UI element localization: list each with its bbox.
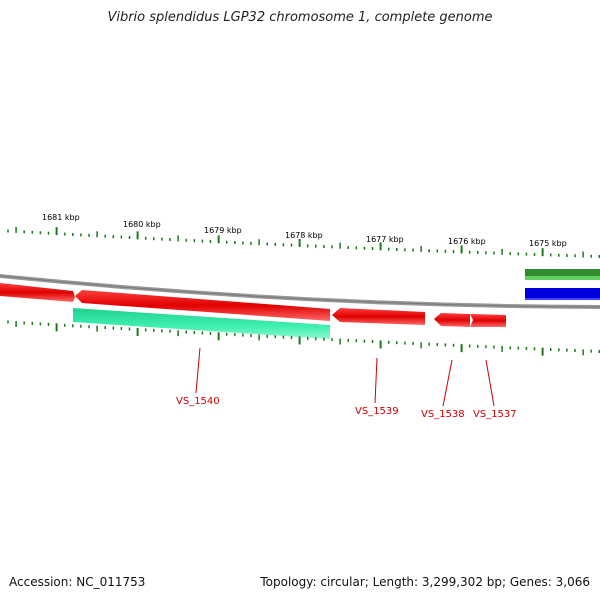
gene-feature-vs1540-region <box>75 290 330 321</box>
scale-label-1678: 1678 kbp <box>285 231 323 240</box>
gc-content-track <box>525 269 600 300</box>
lower-ruler <box>7 320 600 356</box>
scale-label-1677: 1677 kbp <box>366 235 404 244</box>
scale-labels: 1681 kbp 1680 kbp 1679 kbp 1678 kbp 1677… <box>42 213 567 248</box>
scale-label-1681: 1681 kbp <box>42 213 80 222</box>
gene-labels: VS_1540 VS_1539 VS_1538 VS_1537 <box>176 396 517 420</box>
gene-label-vs1539: VS_1539 <box>355 406 399 417</box>
gene-feature-vs1538 <box>434 313 470 327</box>
forward-strand-genes <box>0 283 506 327</box>
gene-feature-vs1537 <box>470 314 506 327</box>
map-title: Vibrio splendidus LGP32 chromosome 1, co… <box>107 10 493 25</box>
scale-label-1675: 1675 kbp <box>529 239 567 248</box>
gene-feature-left-edge <box>0 283 75 302</box>
reverse-strand-genes <box>73 308 330 339</box>
genome-summary-text: Topology: circular; Length: 3,299,302 bp… <box>260 575 590 589</box>
gene-feature-reverse <box>73 308 330 339</box>
gene-label-vs1537: VS_1537 <box>473 409 517 420</box>
upper-ruler <box>7 226 600 258</box>
gene-label-vs1538: VS_1538 <box>421 409 465 420</box>
scale-label-1679: 1679 kbp <box>204 226 242 235</box>
gene-label-connectors <box>195 347 495 407</box>
scale-label-1676: 1676 kbp <box>448 237 486 246</box>
gene-feature-vs1539 <box>332 308 425 325</box>
accession-text: Accession: NC_011753 <box>9 575 146 589</box>
scale-label-1680: 1680 kbp <box>123 220 161 229</box>
gene-label-vs1540: VS_1540 <box>176 396 220 407</box>
